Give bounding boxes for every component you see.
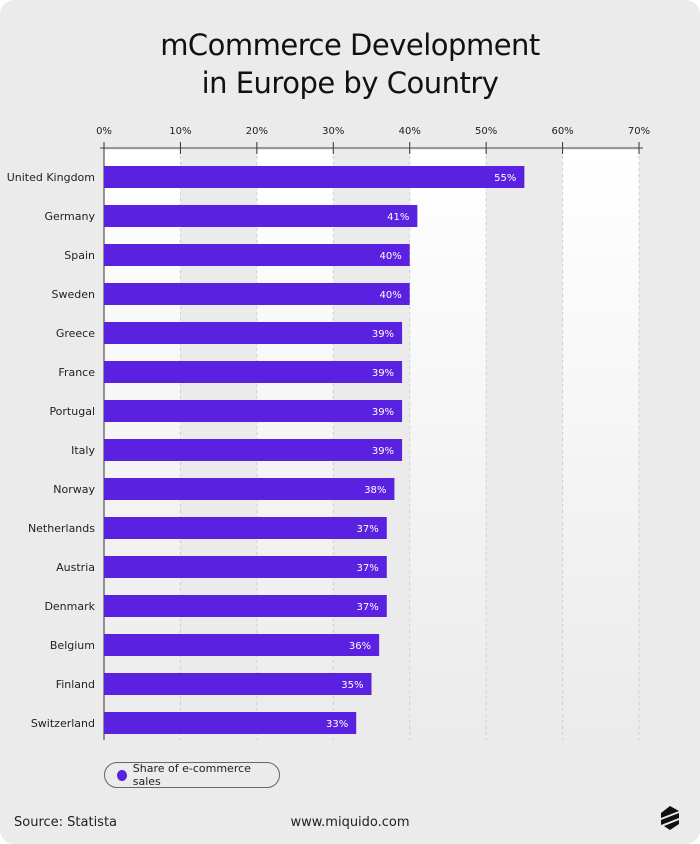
bar xyxy=(104,166,525,188)
miquido-logo-icon xyxy=(661,806,679,830)
legend: Share of e-commerce sales xyxy=(104,762,280,788)
category-label: Norway xyxy=(53,483,95,496)
bar xyxy=(104,205,418,227)
bar-value-label: 39% xyxy=(372,407,394,418)
bar-value-label: 40% xyxy=(379,251,401,262)
bar xyxy=(104,361,403,383)
legend-swatch xyxy=(117,769,127,781)
bar xyxy=(104,400,403,422)
category-label: Portugal xyxy=(49,405,95,418)
bar-chart: 0% 10% 20% 30% 40% 50% 60% 70% 55% United Kingdom… xyxy=(7,126,650,740)
x-tick-label: 40% xyxy=(399,126,421,137)
category-label: Germany xyxy=(44,210,95,223)
x-tick-label: 20% xyxy=(246,126,268,137)
bar-value-label: 36% xyxy=(349,641,371,652)
bar xyxy=(104,712,357,734)
bar-value-label: 38% xyxy=(364,485,386,496)
bar-value-label: 39% xyxy=(372,368,394,379)
bar-value-label: 33% xyxy=(326,719,348,730)
x-tick-label: 50% xyxy=(475,126,497,137)
legend-label: Share of e-commerce sales xyxy=(132,762,251,788)
bar xyxy=(104,439,403,461)
grid-band xyxy=(409,150,487,740)
grid-band xyxy=(562,150,639,740)
bar xyxy=(104,478,395,500)
bar xyxy=(104,517,387,539)
category-label: Finland xyxy=(56,678,95,691)
bar-value-label: 37% xyxy=(357,563,379,574)
category-label: Italy xyxy=(71,444,95,457)
bar xyxy=(104,283,410,305)
bar xyxy=(104,634,380,656)
bar-value-label: 37% xyxy=(357,524,379,535)
x-tick-label: 70% xyxy=(628,126,650,137)
category-label: Sweden xyxy=(52,288,95,301)
bar xyxy=(104,595,387,617)
bar-value-label: 35% xyxy=(341,680,363,691)
category-label: Greece xyxy=(56,327,95,340)
bar-value-label: 40% xyxy=(379,290,401,301)
bar xyxy=(104,673,372,695)
category-label: Denmark xyxy=(44,600,95,613)
category-label: Belgium xyxy=(50,639,95,652)
bar xyxy=(104,556,387,578)
x-tick-label: 0% xyxy=(96,126,112,137)
category-label: Netherlands xyxy=(28,522,95,535)
category-label: United Kingdom xyxy=(7,171,95,184)
title-line-1: mCommerce Development xyxy=(160,28,540,62)
x-tick-label: 10% xyxy=(169,126,191,137)
bar xyxy=(104,244,410,266)
category-label: France xyxy=(58,366,95,379)
bar-value-label: 37% xyxy=(357,602,379,613)
bar-value-label: 55% xyxy=(494,173,516,184)
bar-value-label: 39% xyxy=(372,329,394,340)
category-label: Austria xyxy=(56,561,95,574)
website-url: www.miquido.com xyxy=(290,815,410,830)
title-line-2: in Europe by Country xyxy=(201,66,499,100)
bar-value-label: 39% xyxy=(372,446,394,457)
x-tick-label: 60% xyxy=(551,126,573,137)
x-tick-label: 30% xyxy=(322,126,344,137)
chart-title: mCommerce Development in Europe by Count… xyxy=(0,26,700,102)
category-label: Spain xyxy=(64,249,95,262)
bar xyxy=(104,322,403,344)
bar-value-label: 41% xyxy=(387,212,409,223)
source-text: Source: Statista xyxy=(14,815,118,830)
category-label: Switzerland xyxy=(31,717,95,730)
